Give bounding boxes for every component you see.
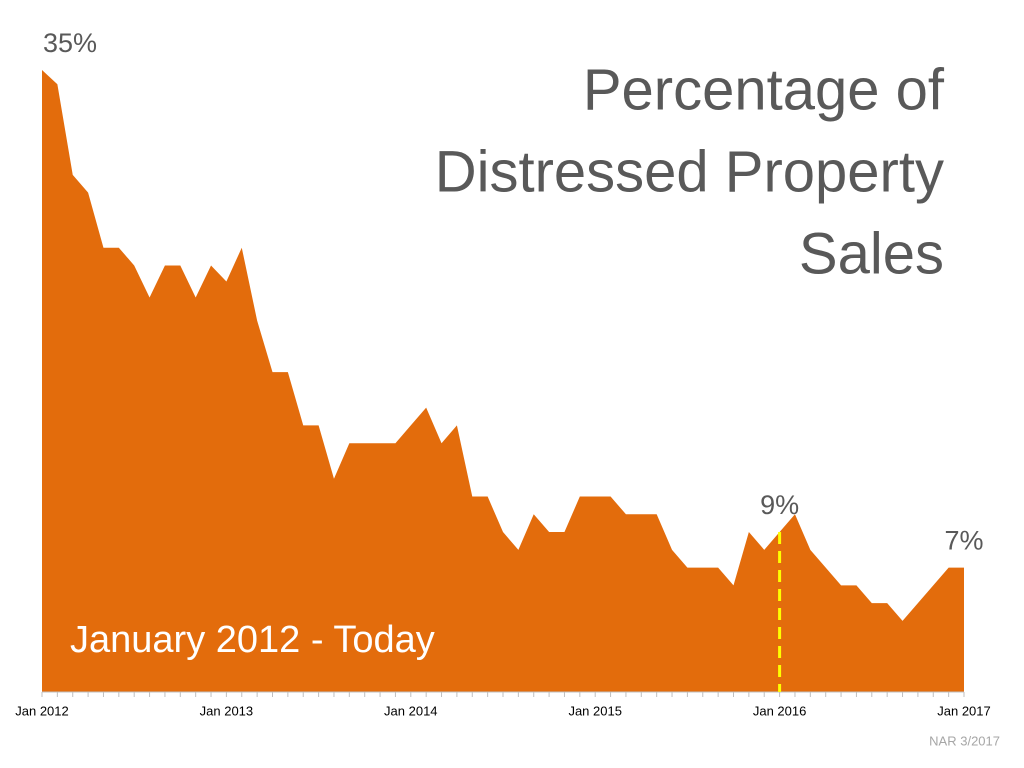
title-line: Distressed Property — [435, 139, 944, 204]
x-tick-label: Jan 2013 — [200, 703, 254, 718]
annotation: 7% — [944, 526, 983, 556]
x-tick-label: Jan 2014 — [384, 703, 438, 718]
title-line: Percentage of — [583, 57, 945, 122]
x-tick-label: Jan 2015 — [568, 703, 622, 718]
subtitle: January 2012 - Today — [70, 619, 435, 661]
x-tick-label: Jan 2017 — [937, 703, 991, 718]
title: Percentage of Distressed Property Sales — [435, 57, 945, 286]
x-tick-label: Jan 2016 — [753, 703, 807, 718]
title-line: Sales — [799, 221, 944, 286]
annotation: 9% — [760, 490, 799, 520]
area — [42, 70, 964, 692]
source: NAR 3/2017 — [929, 733, 1000, 748]
annotation: 35% — [43, 28, 97, 58]
x-tick-label: Jan 2012 — [15, 703, 69, 718]
